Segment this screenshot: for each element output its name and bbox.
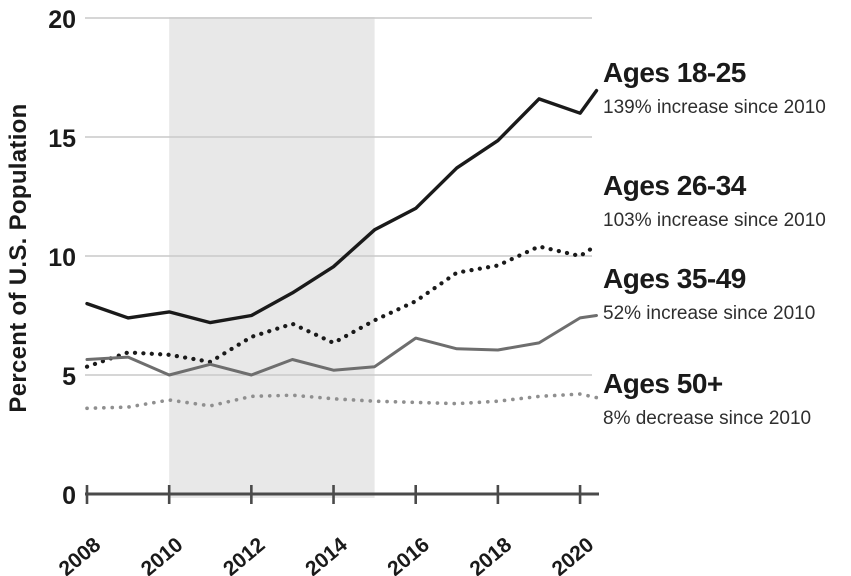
legend-label: Ages 35-49	[603, 263, 746, 294]
legend-sublabel: 52% increase since 2010	[603, 303, 816, 325]
x-tick-label-2016: 2016	[383, 533, 434, 576]
legend-sublabel: 139% increase since 2010	[603, 97, 826, 119]
series-line-ages-26-34	[84, 243, 599, 369]
legend-sublabel: 8% decrease since 2010	[603, 408, 812, 430]
legend-label: Ages 18-25	[603, 57, 746, 88]
x-tick-label-2020: 2020	[548, 533, 599, 576]
legend-label: Ages 50+	[603, 368, 723, 399]
legend-entry-ages-50-plus: Ages 50+ 8% decrease since 2010	[603, 369, 849, 430]
y-tick-label-10: 10	[48, 244, 76, 272]
legend-sublabel: 103% increase since 2010	[603, 210, 826, 232]
y-tick-label-5: 5	[62, 363, 76, 391]
y-tick-label-20: 20	[48, 6, 76, 34]
legend-entry-ages-18-25: Ages 18-25 139% increase since 2010	[603, 58, 849, 119]
x-tick-label-2014: 2014	[301, 533, 352, 576]
x-tick-label-2018: 2018	[466, 533, 517, 576]
y-tick-label-0: 0	[62, 482, 76, 510]
legend-label: Ages 26-34	[603, 170, 746, 201]
x-tick-label-2012: 2012	[219, 533, 270, 576]
x-tick-label-2010: 2010	[137, 533, 188, 576]
legend-entry-ages-35-49: Ages 35-49 52% increase since 2010	[603, 264, 849, 325]
shaded-band-2010-2015	[169, 17, 375, 498]
series-line-ages-50-	[85, 392, 599, 411]
series-line-ages-18-25	[85, 88, 599, 325]
legend-entry-ages-26-34: Ages 26-34 103% increase since 2010	[603, 171, 849, 232]
y-axis-title: Percent of U.S. Population	[5, 103, 32, 412]
series-line-ages-35-49	[85, 314, 598, 377]
y-tick-label-15: 15	[48, 125, 76, 153]
x-tick-label-2008: 2008	[55, 533, 106, 576]
